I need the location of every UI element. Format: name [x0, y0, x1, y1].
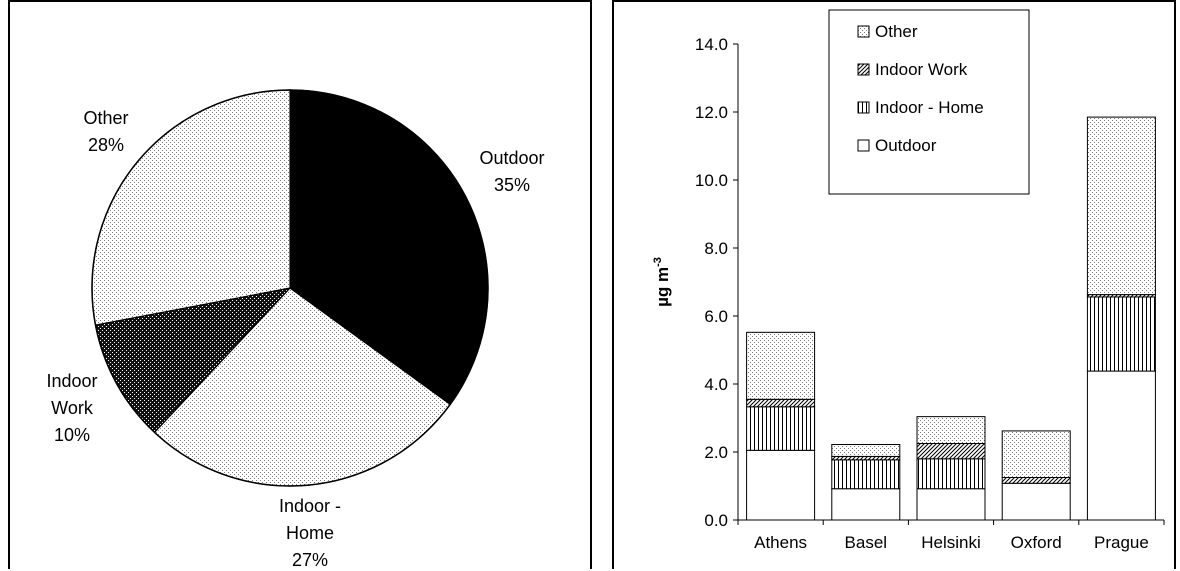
pie-label-indoor-work-0: Indoor — [46, 371, 97, 391]
x-tick-label-helsinki: Helsinki — [921, 533, 981, 552]
y-axis-label: µg m-3 — [652, 257, 672, 307]
bar-prague-other — [1086, 116, 1156, 296]
y-tick-label: 4.0 — [704, 375, 728, 394]
legend-swatch-indoor-home — [857, 101, 870, 114]
legend-label-indoor-home: Indoor - Home — [875, 98, 984, 117]
bar-athens-indoor-work — [746, 398, 816, 408]
pie-label-indoor-home-0: Indoor - — [279, 496, 341, 516]
pie-label-outdoor-0: Outdoor — [479, 148, 544, 168]
legend-swatch-other — [857, 25, 870, 38]
pie-label-other-0: Other — [83, 108, 128, 128]
pie-chart-panel: Outdoor 35% Indoor - Home 27% Indoor Work 10% Ot… — [8, 0, 592, 570]
bar-basel-indoor-home — [831, 459, 901, 490]
x-tick-label-oxford: Oxford — [1011, 533, 1062, 552]
bar-prague-outdoor — [1086, 370, 1156, 521]
legend-swatch-outdoor — [857, 139, 870, 152]
bar-athens-indoor-home — [746, 406, 816, 451]
bar-prague-indoor-home — [1086, 296, 1156, 372]
bar-helsinki-indoor-home — [916, 458, 986, 490]
bar-chart-panel: 0.0 2.0 4.0 6.0 8.0 10.0 12.0 14.0 µg m-3 Athens B… — [612, 0, 1176, 569]
bar-athens-outdoor — [746, 449, 816, 521]
y-tick-label: 10.0 — [695, 171, 728, 190]
pie-label-indoor-home-2: 27% — [292, 550, 328, 570]
pie-label-outdoor-1: 35% — [494, 175, 530, 195]
y-tick-label: 12.0 — [695, 103, 728, 122]
legend-swatch-indoor-work — [857, 63, 870, 76]
bar-oxford-outdoor — [1001, 482, 1071, 521]
y-tick-label: 0.0 — [704, 511, 728, 530]
pie-label-indoor-work-1: Work — [51, 398, 94, 418]
legend-label-indoor-work: Indoor Work — [875, 60, 968, 79]
y-tick-label: 14.0 — [695, 35, 728, 54]
bar-helsinki-outdoor — [916, 488, 986, 521]
bar-oxford-indoor-work — [1001, 477, 1071, 484]
x-tick-label-prague: Prague — [1094, 533, 1149, 552]
pie-outline — [91, 89, 489, 487]
y-tick-label: 6.0 — [704, 307, 728, 326]
pie-chart: Outdoor 35% Indoor - Home 27% Indoor Work 10% Ot… — [46, 89, 545, 570]
stacked-bar-chart: 0.0 2.0 4.0 6.0 8.0 10.0 12.0 14.0 µg m-3 Athens B… — [652, 9, 1165, 552]
pie-label-other-1: 28% — [88, 135, 124, 155]
y-tick-label: 8.0 — [704, 239, 728, 258]
bar-basel-outdoor — [831, 488, 901, 521]
bar-basel-other — [831, 444, 901, 457]
x-tick-label-athens: Athens — [754, 533, 807, 552]
bar-athens-other — [746, 331, 816, 400]
x-tick-label-basel: Basel — [845, 533, 888, 552]
legend-label-other: Other — [875, 22, 918, 41]
bar-helsinki-indoor-work — [916, 443, 986, 460]
y-tick-label: 2.0 — [704, 443, 728, 462]
y-axis-label-sup: -3 — [652, 257, 664, 267]
bar-basel-indoor-work — [831, 455, 901, 461]
pie-label-indoor-work-2: 10% — [54, 425, 90, 445]
pie-label-indoor-home-1: Home — [286, 523, 334, 543]
legend-label-outdoor: Outdoor — [875, 136, 937, 155]
bar-helsinki-other — [916, 416, 986, 445]
bar-oxford-other — [1001, 430, 1071, 479]
